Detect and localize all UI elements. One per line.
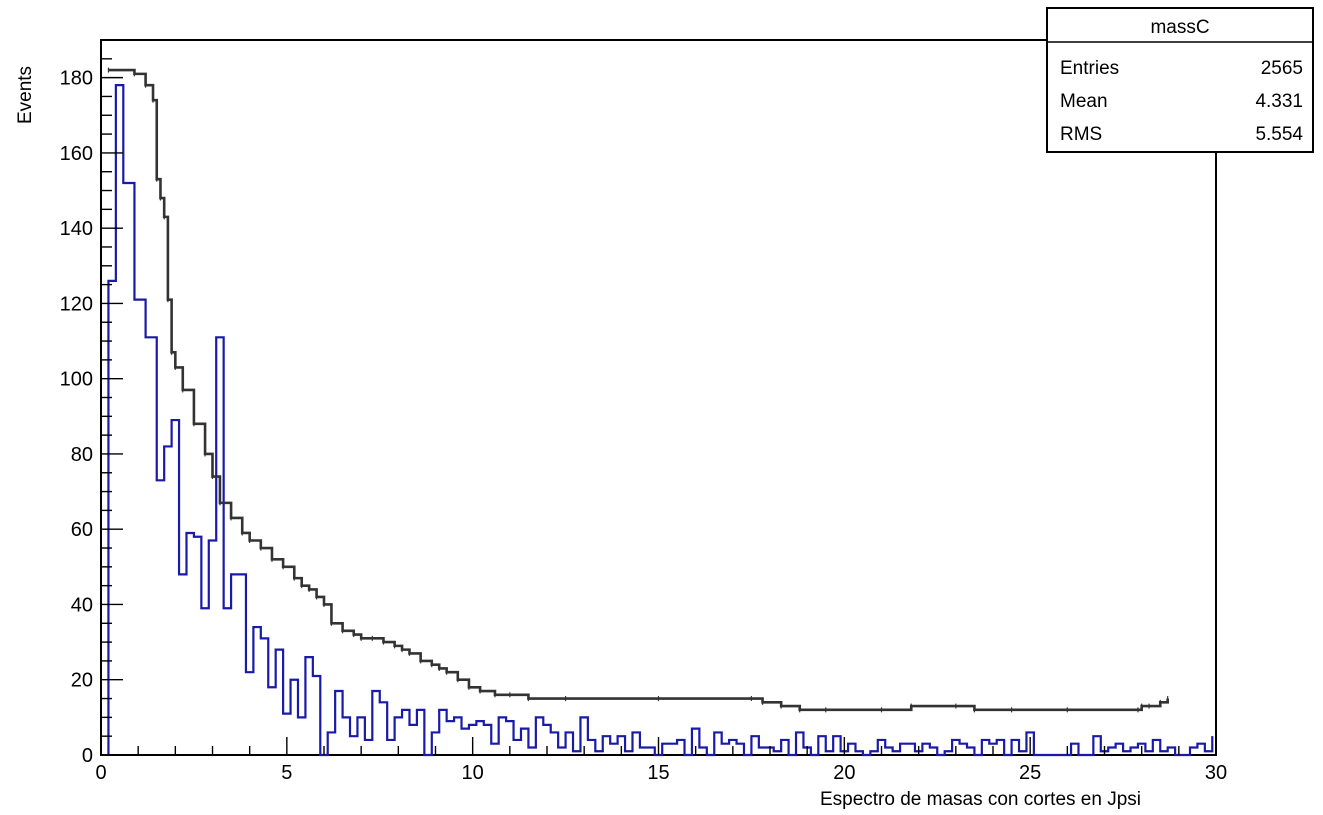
x-tick-label: 30 — [1205, 762, 1227, 784]
stats-value-entries: 2565 — [1261, 58, 1303, 79]
histogram-series — [107, 84, 1214, 757]
y-tick-label: 160 — [60, 143, 93, 165]
stats-value-rms: 5.554 — [1255, 124, 1303, 145]
y-tick-label: 60 — [71, 519, 93, 541]
y-tick-label: 20 — [71, 670, 93, 692]
y-tick-label: 180 — [60, 68, 93, 90]
y-tick-label: 100 — [60, 369, 93, 391]
y-tick-label: 120 — [60, 293, 93, 315]
y-tick-label: 40 — [71, 594, 93, 616]
x-tick-label: 10 — [462, 762, 484, 784]
x-tick-label: 20 — [833, 762, 855, 784]
stats-label-rms: RMS — [1060, 124, 1102, 145]
x-tick-label: 0 — [95, 762, 106, 784]
cumulative-step-line — [108, 68, 1169, 712]
x-tick-label: 5 — [281, 762, 292, 784]
x-tick-label: 25 — [1019, 762, 1041, 784]
stats-label-mean: Mean — [1060, 91, 1108, 112]
x-axis-title: Espectro de masas con cortes en Jpsi — [820, 789, 1141, 810]
y-tick-label: 80 — [71, 444, 93, 466]
y-tick-label: 0 — [82, 745, 93, 767]
stats-box: massC Entries 2565 Mean 4.331 RMS 5.554 — [1046, 7, 1314, 153]
y-tick-label: 140 — [60, 218, 93, 240]
y-axis-title: Events — [15, 66, 36, 124]
stats-label-entries: Entries — [1060, 58, 1119, 79]
stats-value-mean: 4.331 — [1255, 91, 1303, 112]
stats-box-frame — [1046, 7, 1314, 153]
stats-title: massC — [1150, 17, 1209, 38]
x-tick-label: 15 — [647, 762, 669, 784]
